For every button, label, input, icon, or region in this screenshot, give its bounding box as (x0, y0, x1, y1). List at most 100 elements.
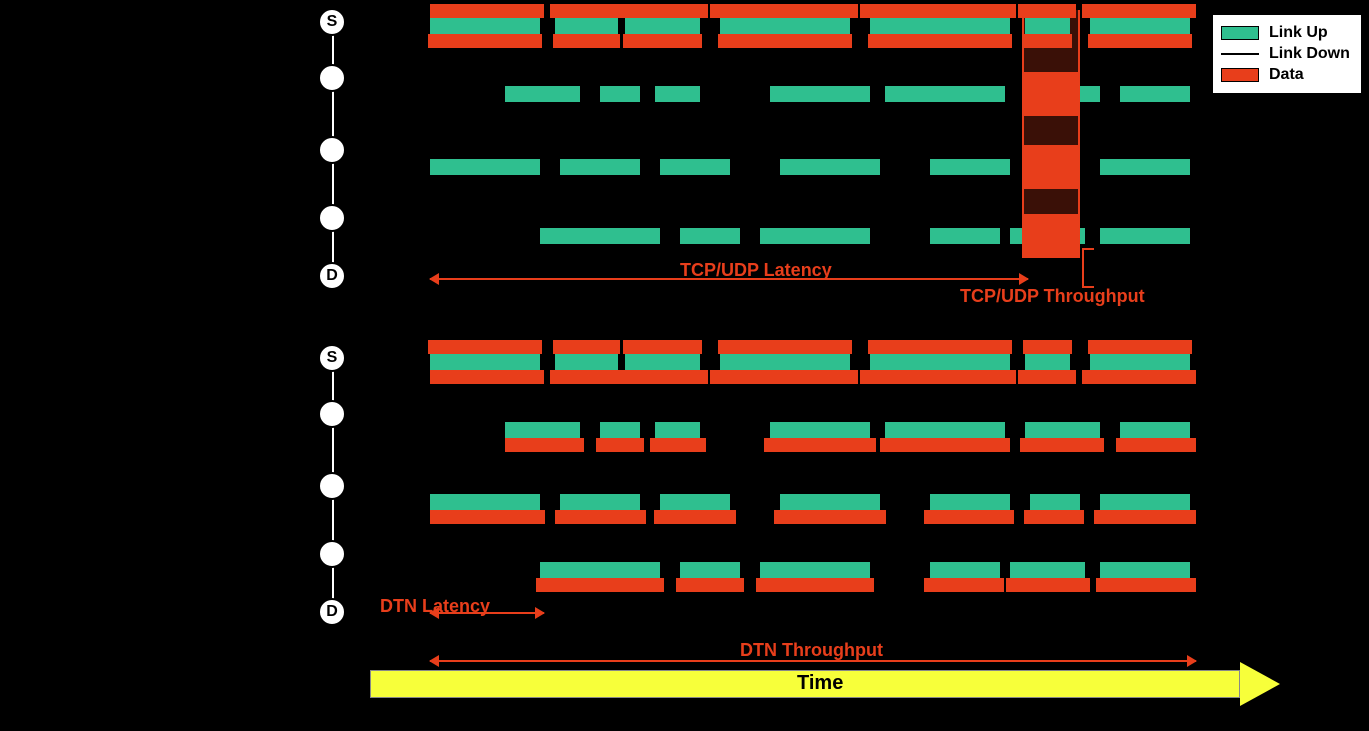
bottom-data (1096, 578, 1196, 592)
top-data (860, 4, 1016, 18)
bottom-link-up (430, 494, 540, 510)
bottom-link-up (555, 354, 618, 370)
top-link-up (1100, 228, 1190, 244)
top-link-up (780, 159, 880, 175)
legend: Link Up Link Down Data (1212, 14, 1362, 94)
time-label: Time (797, 672, 843, 695)
legend-item-linkup: Link Up (1221, 24, 1353, 42)
top-link-up (430, 18, 540, 34)
top-link-up (1090, 18, 1190, 34)
top-link-up (870, 18, 1010, 34)
bottom-data (1023, 340, 1072, 354)
top-link-up (505, 86, 580, 102)
bottom-data (596, 438, 644, 452)
time-arrow-head (1240, 662, 1280, 706)
bottom-link-up (625, 354, 700, 370)
bottom-data (764, 438, 876, 452)
legend-swatch-linkup (1221, 26, 1259, 40)
top-node (318, 136, 346, 164)
bottom-link-up (780, 494, 880, 510)
bottom-link-up (760, 562, 870, 578)
bottom-data (880, 438, 1010, 452)
legend-line-linkdown (1221, 53, 1259, 55)
top-link-up (1120, 86, 1190, 102)
bottom-link-up (430, 354, 540, 370)
bottom-link-up (885, 422, 1005, 438)
bottom-data (553, 340, 620, 354)
top-throughput-fill (1022, 72, 1080, 116)
bottom-data (650, 438, 706, 452)
legend-label: Link Up (1269, 24, 1328, 42)
bottom-link-up (600, 422, 640, 438)
bottom-link-up (1090, 354, 1190, 370)
bottom-link-up (660, 494, 730, 510)
tcp-throughput-label: TCP/UDP Throughput (960, 286, 1145, 307)
bottom-data (430, 510, 545, 524)
bottom-data (1088, 340, 1192, 354)
bottom-data (654, 510, 736, 524)
bottom-link-up (540, 562, 660, 578)
top-link-up (560, 159, 640, 175)
dtn-latency-label: DTN Latency (380, 596, 490, 617)
top-data (428, 34, 542, 48)
top-link-up (555, 18, 618, 34)
top-link-up (720, 18, 850, 34)
bottom-node (318, 472, 346, 500)
bottom-data (924, 578, 1004, 592)
bottom-data (623, 340, 702, 354)
bottom-link-up (1025, 422, 1100, 438)
bottom-data (550, 370, 624, 384)
top-link-up (655, 86, 700, 102)
bottom-data (676, 578, 744, 592)
bottom-link-up (930, 562, 1000, 578)
top-link-up (1100, 159, 1190, 175)
top-link-up (1025, 18, 1070, 34)
bottom-data (1116, 438, 1196, 452)
top-node (318, 204, 346, 232)
bottom-data (505, 438, 584, 452)
top-link-up (540, 228, 660, 244)
bottom-data (536, 578, 664, 592)
bottom-link-up (1010, 562, 1085, 578)
top-link-up (760, 228, 870, 244)
bottom-link-up (1100, 562, 1190, 578)
bottom-data (555, 510, 646, 524)
top-data (430, 4, 544, 18)
top-data (620, 4, 708, 18)
bottom-data (1082, 370, 1196, 384)
top-node: D (318, 262, 346, 290)
bottom-link-up (680, 562, 740, 578)
top-link-up (660, 159, 730, 175)
bottom-data (1006, 578, 1090, 592)
bottom-data (774, 510, 886, 524)
top-data (550, 4, 624, 18)
bottom-link-up (870, 354, 1010, 370)
bottom-data (1024, 510, 1084, 524)
legend-label: Data (1269, 66, 1304, 84)
bottom-link-up (505, 422, 580, 438)
bottom-link-up (770, 422, 870, 438)
legend-item-linkdown: Link Down (1221, 45, 1353, 63)
top-data (553, 34, 620, 48)
top-node (318, 64, 346, 92)
bottom-link-up (720, 354, 850, 370)
top-link-up (770, 86, 870, 102)
bottom-data (718, 340, 852, 354)
bottom-data (860, 370, 1016, 384)
bottom-link-up (1025, 354, 1070, 370)
top-link-up (430, 159, 540, 175)
top-link-up (600, 86, 640, 102)
bottom-node (318, 540, 346, 568)
bottom-link-up (655, 422, 700, 438)
bottom-link-up (1100, 494, 1190, 510)
top-link-up (680, 228, 740, 244)
tcp-throughput-brace (1082, 248, 1084, 288)
legend-item-data: Data (1221, 66, 1353, 84)
legend-label: Link Down (1269, 45, 1350, 63)
top-data (1018, 4, 1076, 18)
bottom-data (710, 370, 858, 384)
top-node: S (318, 8, 346, 36)
top-data (1082, 4, 1196, 18)
bottom-data (428, 340, 542, 354)
top-data (718, 34, 852, 48)
